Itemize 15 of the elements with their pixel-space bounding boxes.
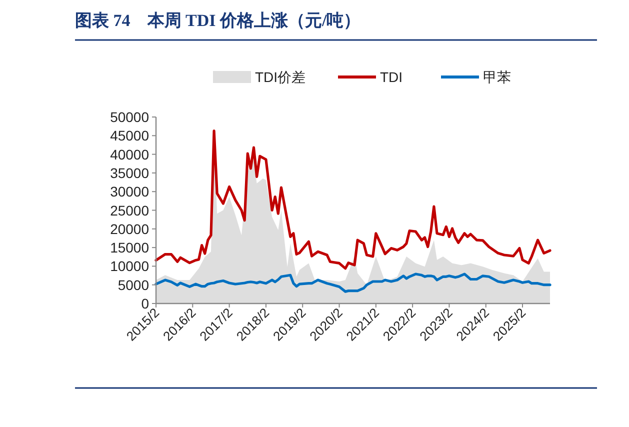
y-tick-label: 0 <box>141 296 150 312</box>
y-tick-label: 25000 <box>110 202 150 218</box>
y-tick-label: 10000 <box>110 258 150 274</box>
y-tick-label: 50000 <box>110 109 150 125</box>
legend-label: TDI价差 <box>255 69 306 85</box>
y-tick-label: 20000 <box>110 220 150 237</box>
y-tick-label: 45000 <box>110 128 150 144</box>
y-tick-label: 15000 <box>110 240 150 256</box>
y-tick-label: 40000 <box>110 146 150 162</box>
y-tick-label: 35000 <box>110 164 150 181</box>
y-tick-label: 5000 <box>118 276 150 293</box>
chart-title: 图表 74 本周 TDI 价格上涨（元/吨） <box>75 11 361 30</box>
legend-label: TDI <box>380 69 403 85</box>
legend-label: 甲苯 <box>483 69 511 85</box>
y-tick-label: 30000 <box>110 184 150 200</box>
